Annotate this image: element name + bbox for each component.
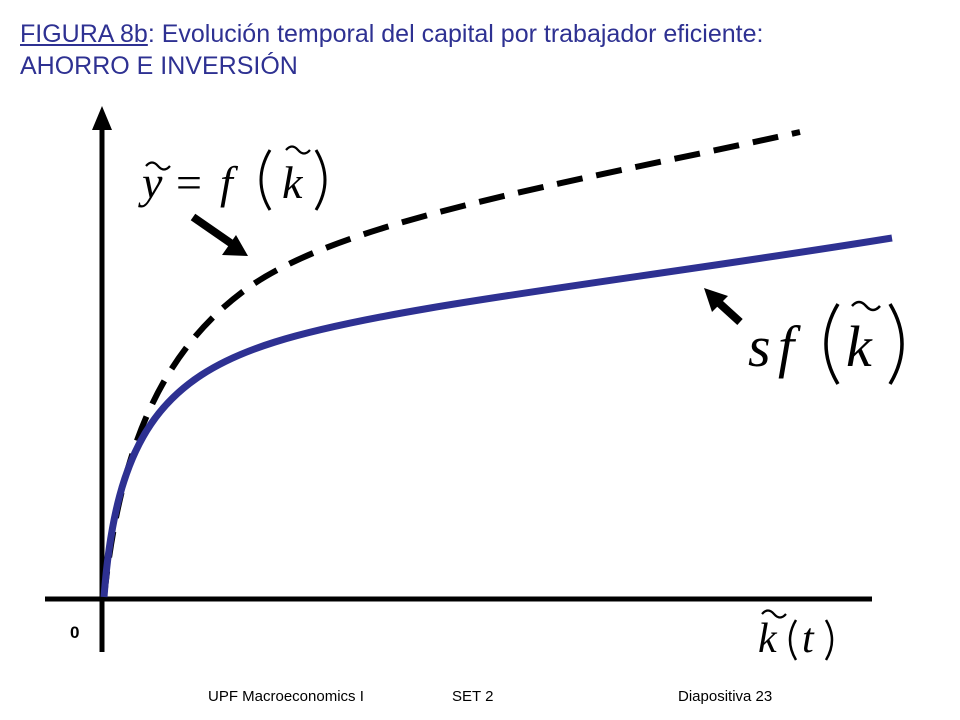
paren-right-saving xyxy=(888,303,904,385)
pointer-arrow-saving xyxy=(715,299,743,325)
label-f: f xyxy=(220,157,239,208)
x-label-t: t xyxy=(802,616,815,662)
footer-set: SET 2 xyxy=(452,688,494,705)
footer-course: UPF Macroeconomics I xyxy=(208,688,364,705)
tilde-k-saving xyxy=(851,300,881,312)
pointer-arrow-output xyxy=(190,213,235,248)
label-k-saving: k xyxy=(846,314,873,379)
production-curve xyxy=(101,129,801,598)
figure-reference: FIGURA 8b xyxy=(20,20,148,48)
origin-label: 0 xyxy=(70,623,80,642)
paren-right xyxy=(314,149,327,211)
pointer-arrow-saving-head xyxy=(704,288,728,312)
label-f-saving: f xyxy=(778,314,801,379)
title-subtitle: AHORRO E INVERSIÓN xyxy=(20,52,298,80)
pointer-arrow-output-head xyxy=(222,235,248,256)
tilde-y xyxy=(145,161,171,171)
x-axis-label: k t xyxy=(758,609,834,662)
label-y: y xyxy=(138,157,163,208)
title-text: : Evolución temporal del capital por tra… xyxy=(147,20,764,48)
paren-left xyxy=(259,149,272,211)
saving-label: s f k xyxy=(748,300,904,385)
x-tilde-k xyxy=(761,609,787,619)
x-paren-right xyxy=(824,619,834,661)
x-label-k: k xyxy=(758,616,778,662)
label-equals: = xyxy=(176,157,202,208)
label-k: k xyxy=(282,157,304,208)
y-axis-arrow xyxy=(92,106,112,130)
tilde-k xyxy=(285,145,311,155)
paren-left-saving xyxy=(824,303,840,385)
slide-title: FIGURA 8b: Evolución temporal del capita… xyxy=(20,18,940,82)
label-s: s xyxy=(748,314,771,379)
footer-slide-number: Diapositiva 23 xyxy=(678,688,773,705)
saving-curve xyxy=(100,234,893,598)
output-label: y = f k xyxy=(138,145,327,211)
x-paren-left xyxy=(788,619,798,661)
